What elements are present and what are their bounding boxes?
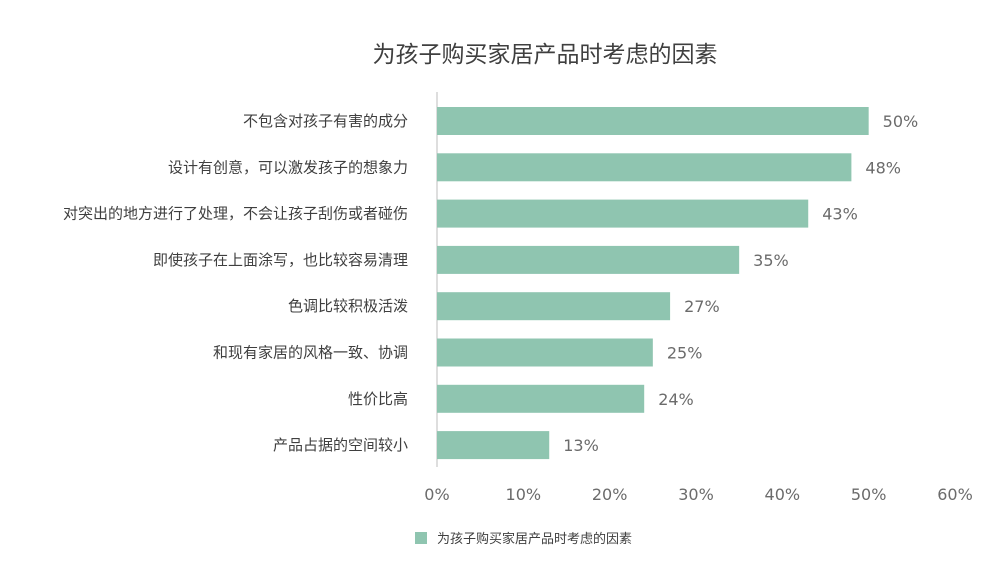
x-axis-ticks: 0% 10% 20% 30% 40% 50% 60% [424, 485, 972, 504]
legend-swatch [415, 532, 427, 544]
bar [437, 384, 645, 413]
category-label: 不包含对孩子有害的成分 [243, 112, 408, 130]
category-label: 和现有家居的风格一致、协调 [213, 344, 408, 362]
bar [437, 245, 740, 274]
category-label: 性价比高 [348, 390, 408, 408]
data-label: 27% [684, 297, 720, 316]
x-tick-label: 0% [424, 485, 449, 504]
category-label: 产品占据的空间较小 [273, 436, 408, 454]
data-label: 48% [865, 158, 901, 177]
x-tick-label: 30% [678, 485, 714, 504]
category-label: 色调比较积极活泼 [288, 297, 408, 315]
bars-group: 不包含对孩子有害的成分 50% 设计有创意，可以激发孩子的想象力 48% 对突出的地方进… [63, 107, 919, 460]
bar [437, 199, 809, 228]
bar [437, 292, 671, 321]
category-label: 即使孩子在上面涂写，也比较容易清理 [153, 251, 408, 269]
category-label: 设计有创意，可以激发孩子的想象力 [168, 158, 408, 176]
bar [437, 107, 869, 135]
x-tick-label: 40% [765, 485, 801, 504]
bar [437, 338, 653, 367]
x-tick-label: 50% [851, 485, 887, 504]
data-label: 43% [822, 205, 858, 224]
legend: 为孩子购买家居产品时考虑的因素 [415, 531, 632, 547]
data-label: 35% [753, 251, 789, 270]
x-tick-label: 10% [506, 485, 542, 504]
chart-title: 为孩子购买家居产品时考虑的因素 [373, 42, 718, 68]
x-tick-label: 60% [937, 485, 973, 504]
bar [437, 153, 852, 182]
data-label: 50% [883, 112, 919, 131]
category-label: 对突出的地方进行了处理，不会让孩子刮伤或者碰伤 [63, 205, 408, 223]
x-tick-label: 20% [592, 485, 628, 504]
data-label: 13% [563, 436, 599, 455]
legend-label: 为孩子购买家居产品时考虑的因素 [437, 531, 632, 547]
data-label: 24% [658, 390, 694, 409]
data-label: 25% [667, 344, 703, 363]
bar [437, 431, 550, 460]
